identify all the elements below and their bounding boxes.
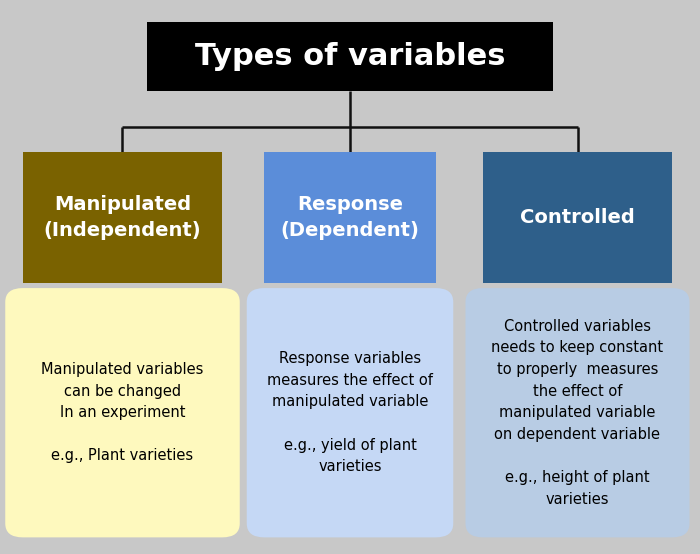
FancyBboxPatch shape	[265, 152, 435, 283]
Text: Response
(Dependent): Response (Dependent)	[281, 194, 419, 240]
FancyBboxPatch shape	[466, 288, 690, 537]
Text: Response variables
measures the effect of
manipulated variable

e.g., yield of p: Response variables measures the effect o…	[267, 351, 433, 474]
FancyBboxPatch shape	[246, 288, 454, 537]
FancyBboxPatch shape	[6, 288, 239, 537]
Text: Controlled variables
needs to keep constant
to properly  measures
the effect of
: Controlled variables needs to keep const…	[491, 319, 664, 506]
Text: Manipulated variables
can be changed
In an experiment

e.g., Plant varieties: Manipulated variables can be changed In …	[41, 362, 204, 464]
FancyBboxPatch shape	[147, 22, 553, 91]
Text: Types of variables: Types of variables	[195, 42, 505, 71]
Text: Manipulated
(Independent): Manipulated (Independent)	[43, 194, 202, 240]
FancyBboxPatch shape	[483, 152, 672, 283]
FancyBboxPatch shape	[22, 152, 223, 283]
Text: Controlled: Controlled	[520, 208, 635, 227]
